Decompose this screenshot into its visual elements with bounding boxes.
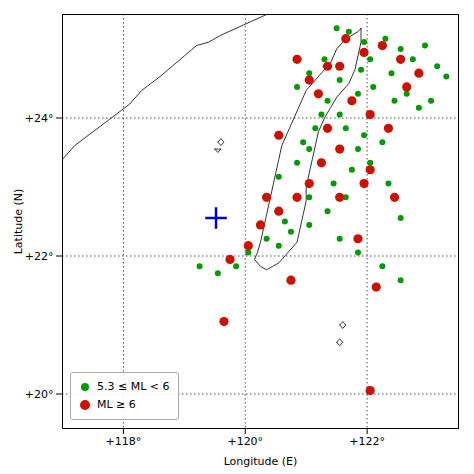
svg-text:Longitude (E): Longitude (E) xyxy=(224,455,298,468)
svg-text:+118°: +118° xyxy=(106,435,142,448)
svg-text:+122°: +122° xyxy=(349,435,385,448)
svg-text:Latitude (N): Latitude (N) xyxy=(12,189,25,255)
html-text:ML ≥ 6: ML ≥ 6 xyxy=(97,398,136,411)
svg-text:+20°: +20° xyxy=(25,388,54,401)
svg-text:+24°: +24° xyxy=(25,112,54,125)
html-text:5.3 ≤ ML < 6: 5.3 ≤ ML < 6 xyxy=(97,380,170,393)
svg-text:+22°: +22° xyxy=(25,250,54,263)
svg-text:+120°: +120° xyxy=(227,435,263,448)
